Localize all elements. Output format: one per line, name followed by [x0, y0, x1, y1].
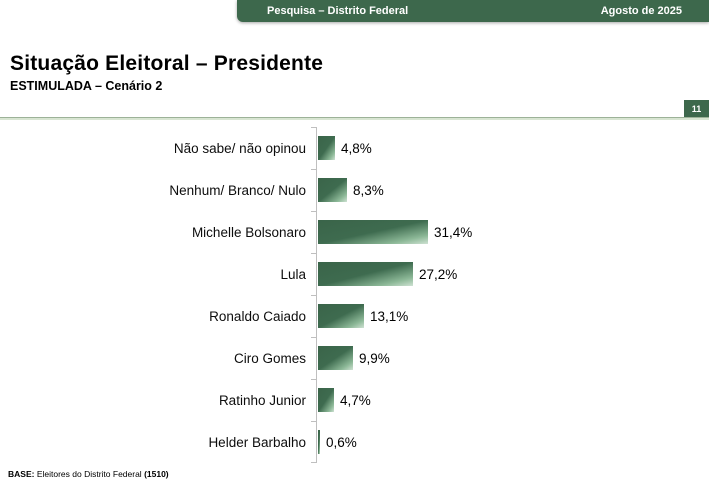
bar-chart: Não sabe/ não opinou 4,8% Nenhum/ Branco/ …	[0, 127, 709, 464]
base-note-prefix: BASE:	[8, 469, 35, 479]
value-bar	[318, 262, 413, 286]
header-left-label: Pesquisa – Distrito Federal	[267, 5, 409, 17]
axis-tick	[311, 211, 316, 212]
value-label: 4,7%	[340, 392, 371, 408]
value-bar	[318, 430, 320, 454]
chart-row: Ratinho Junior 4,7%	[0, 379, 709, 421]
chart-row: Nenhum/ Branco/ Nulo 8,3%	[0, 169, 709, 211]
y-axis-line	[316, 127, 317, 463]
category-label: Não sabe/ não opinou	[173, 140, 306, 156]
axis-tick	[311, 127, 316, 128]
base-note-count: (1510)	[144, 469, 169, 479]
axis-tick	[311, 253, 316, 254]
chart-row: Helder Barbalho 0,6%	[0, 421, 709, 463]
category-label: Michelle Bolsonaro	[191, 224, 306, 240]
value-label: 27,2%	[419, 266, 458, 282]
page-subtitle: ESTIMULADA – Cenário 2	[10, 79, 163, 93]
chart-row: Ciro Gomes 9,9%	[0, 337, 709, 379]
chart-row: Lula 27,2%	[0, 253, 709, 295]
value-bar	[318, 346, 353, 370]
header-right-label: Agosto de 2025	[600, 5, 682, 17]
page-number-badge: 11	[684, 100, 709, 117]
value-label: 31,4%	[434, 224, 473, 240]
base-note: BASE: Eleitores do Distrito Federal (151…	[8, 469, 169, 479]
chart-row: Michelle Bolsonaro 31,4%	[0, 211, 709, 253]
category-label: Ciro Gomes	[233, 350, 306, 366]
value-label: 9,9%	[359, 350, 390, 366]
value-bar	[318, 388, 334, 412]
axis-tick	[311, 379, 316, 380]
category-label: Ronaldo Caiado	[209, 308, 306, 324]
value-label: 13,1%	[370, 308, 409, 324]
axis-tick	[311, 295, 316, 296]
base-note-text: Eleitores do Distrito Federal	[34, 469, 145, 479]
value-bar	[318, 136, 335, 160]
axis-tick	[311, 169, 316, 170]
category-label: Nenhum/ Branco/ Nulo	[169, 182, 306, 198]
value-label: 8,3%	[353, 182, 384, 198]
page-title: Situação Eleitoral – Presidente	[10, 52, 324, 75]
chart-row: Não sabe/ não opinou 4,8%	[0, 127, 709, 169]
header-bar: Pesquisa – Distrito Federal Agosto de 20…	[237, 0, 709, 22]
value-bar	[318, 178, 347, 202]
category-label: Lula	[280, 266, 306, 282]
category-label: Ratinho Junior	[218, 392, 306, 408]
axis-tick	[311, 462, 316, 463]
chart-row: Ronaldo Caiado 13,1%	[0, 295, 709, 337]
value-bar	[318, 220, 428, 244]
value-label: 0,6%	[326, 434, 357, 450]
divider-line	[0, 117, 709, 120]
value-bar	[318, 304, 364, 328]
axis-tick	[311, 337, 316, 338]
axis-tick	[311, 421, 316, 422]
value-label: 4,8%	[341, 140, 372, 156]
category-label: Helder Barbalho	[208, 434, 306, 450]
